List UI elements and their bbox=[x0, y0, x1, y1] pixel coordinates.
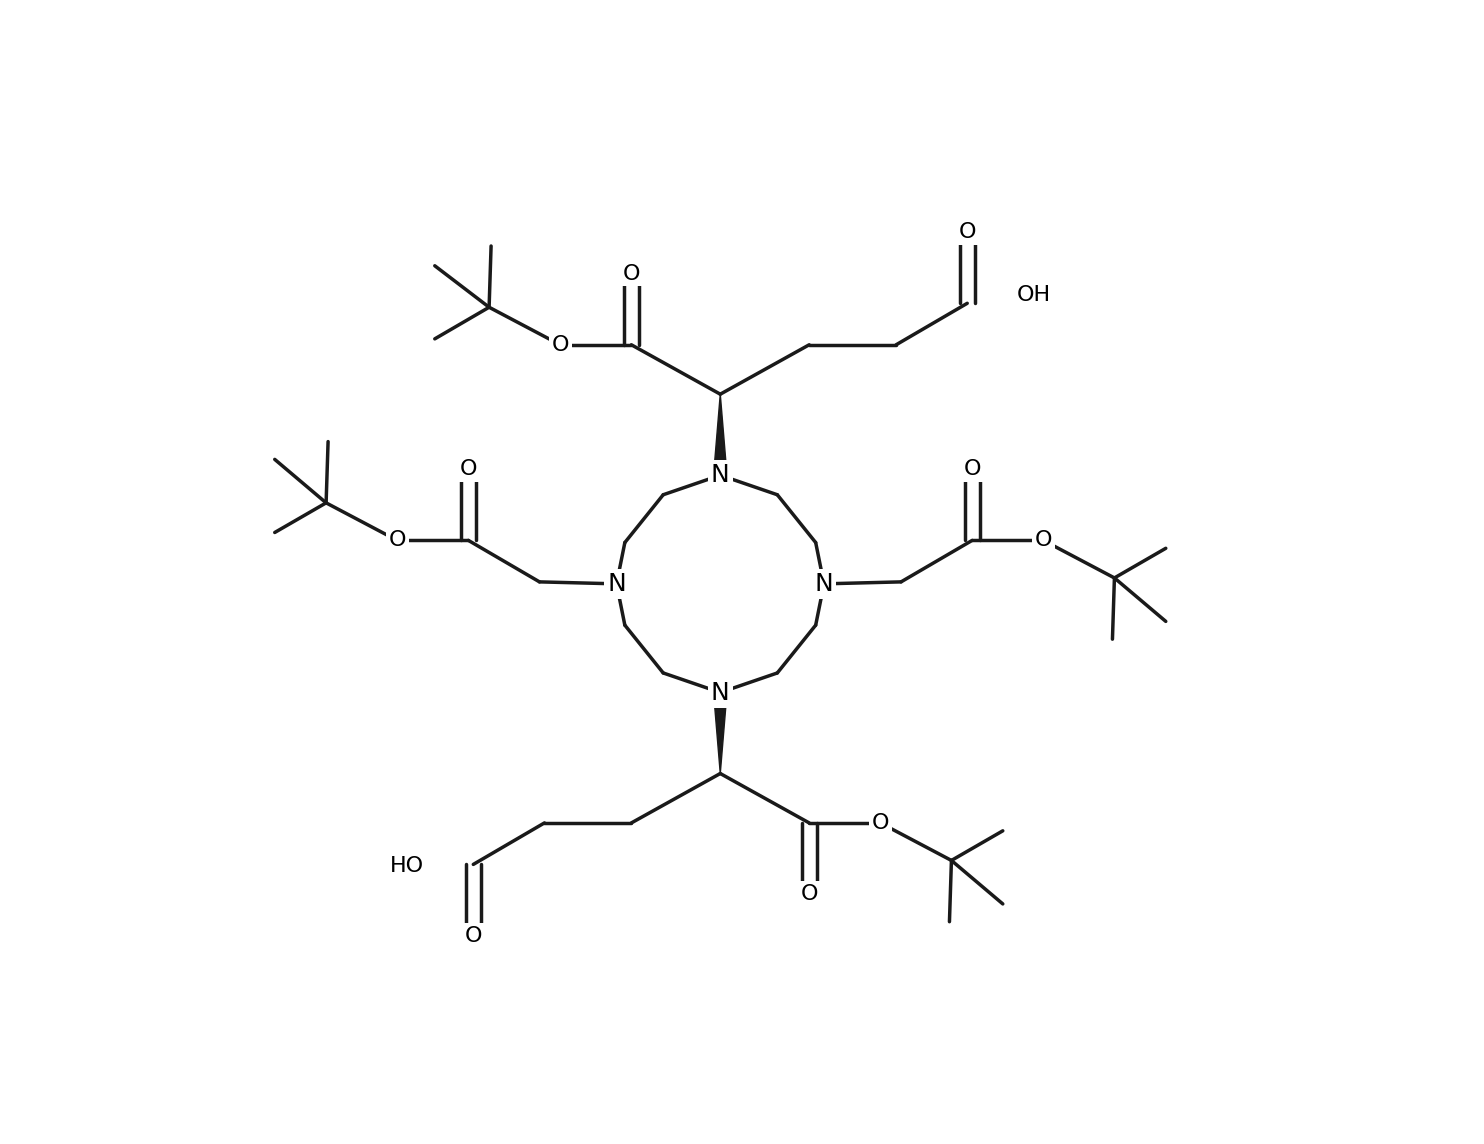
Text: O: O bbox=[963, 459, 981, 479]
Text: O: O bbox=[800, 884, 818, 904]
Text: O: O bbox=[623, 263, 640, 284]
Text: O: O bbox=[552, 335, 568, 355]
Text: O: O bbox=[460, 459, 478, 479]
Text: N: N bbox=[607, 572, 626, 596]
Text: O: O bbox=[464, 925, 482, 946]
Text: N: N bbox=[711, 681, 730, 705]
Text: N: N bbox=[815, 572, 834, 596]
Text: N: N bbox=[711, 463, 730, 487]
Text: OH: OH bbox=[1017, 285, 1051, 305]
Text: HO: HO bbox=[390, 857, 424, 876]
Text: O: O bbox=[389, 531, 407, 550]
Text: O: O bbox=[871, 813, 889, 833]
Polygon shape bbox=[714, 395, 727, 475]
Polygon shape bbox=[714, 692, 727, 773]
Text: O: O bbox=[959, 222, 976, 243]
Text: O: O bbox=[1034, 531, 1052, 550]
